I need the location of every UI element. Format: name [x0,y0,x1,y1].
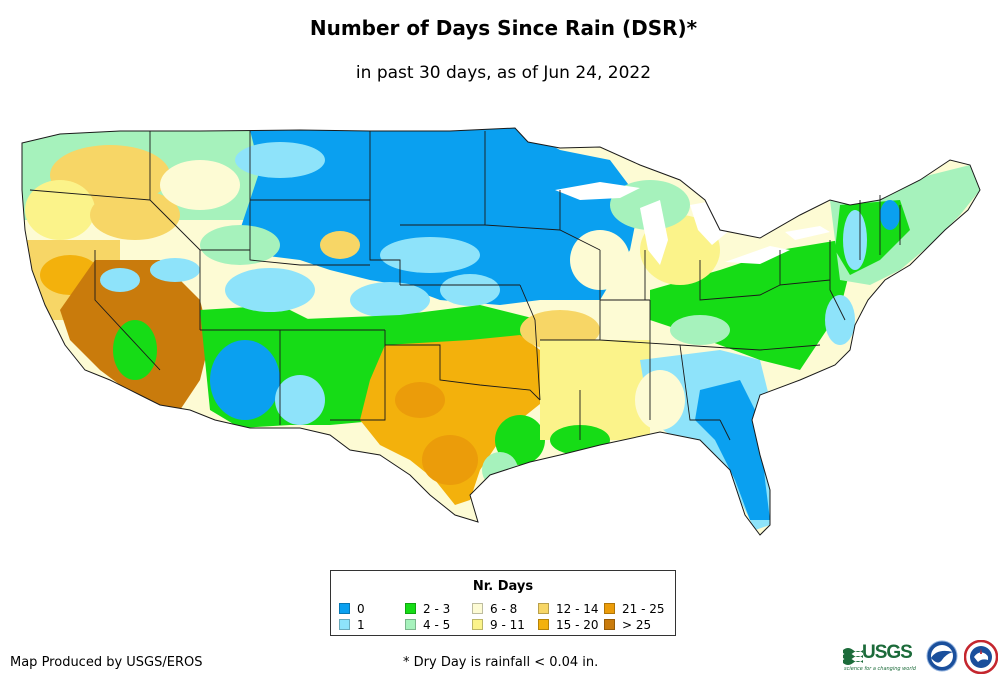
legend-swatch [538,619,549,630]
legend-item-7: 15 - 20 [538,618,599,632]
legend-swatch [604,603,615,614]
legend-box: Nr. Days 0 1 2 - 3 4 - 5 6 - 8 9 - 11 12… [330,570,676,636]
legend-swatch [472,619,483,630]
legend-item-6: 12 - 14 [538,602,599,616]
legend-swatch [472,603,483,614]
noaa-logo-icon [926,640,958,672]
legend-item-8: 21 - 25 [604,602,665,616]
legend-item-2: 2 - 3 [405,602,450,616]
legend-title: Nr. Days [472,579,534,594]
state-boundaries [29,131,901,441]
legend-swatch [339,619,350,630]
legend-swatch [405,603,416,614]
usgs-wordmark: USGS [862,642,913,663]
credit-text: Map Produced by USGS/EROS [10,655,203,670]
legend-item-4: 6 - 8 [472,602,517,616]
legend-item-5: 9 - 11 [472,618,525,632]
legend-swatch [604,619,615,630]
nws-logo-icon [964,640,998,674]
great-lakes [555,182,830,265]
legend-item-1: 1 [339,618,365,632]
legend-item-0: 0 [339,602,365,616]
dsr-color-field [22,128,980,535]
usgs-tagline: science for a changing world [844,666,916,672]
legend-swatch [538,603,549,614]
map-subtitle: in past 30 days, as of Jun 24, 2022 [355,63,652,83]
usgs-wave-icon [843,648,863,665]
agency-logos: USGS science for a changing world [842,638,1002,678]
usgs-logo: USGS science for a changing world [842,642,920,672]
dry-day-note: * Dry Day is rainfall < 0.04 in. [403,655,599,670]
us-dsr-map [0,110,1007,550]
legend-item-9: > 25 [604,618,651,632]
legend-item-3: 4 - 5 [405,618,450,632]
legend-swatch [405,619,416,630]
map-title: Number of Days Since Rain (DSR)* [309,16,698,40]
legend-swatch [339,603,350,614]
